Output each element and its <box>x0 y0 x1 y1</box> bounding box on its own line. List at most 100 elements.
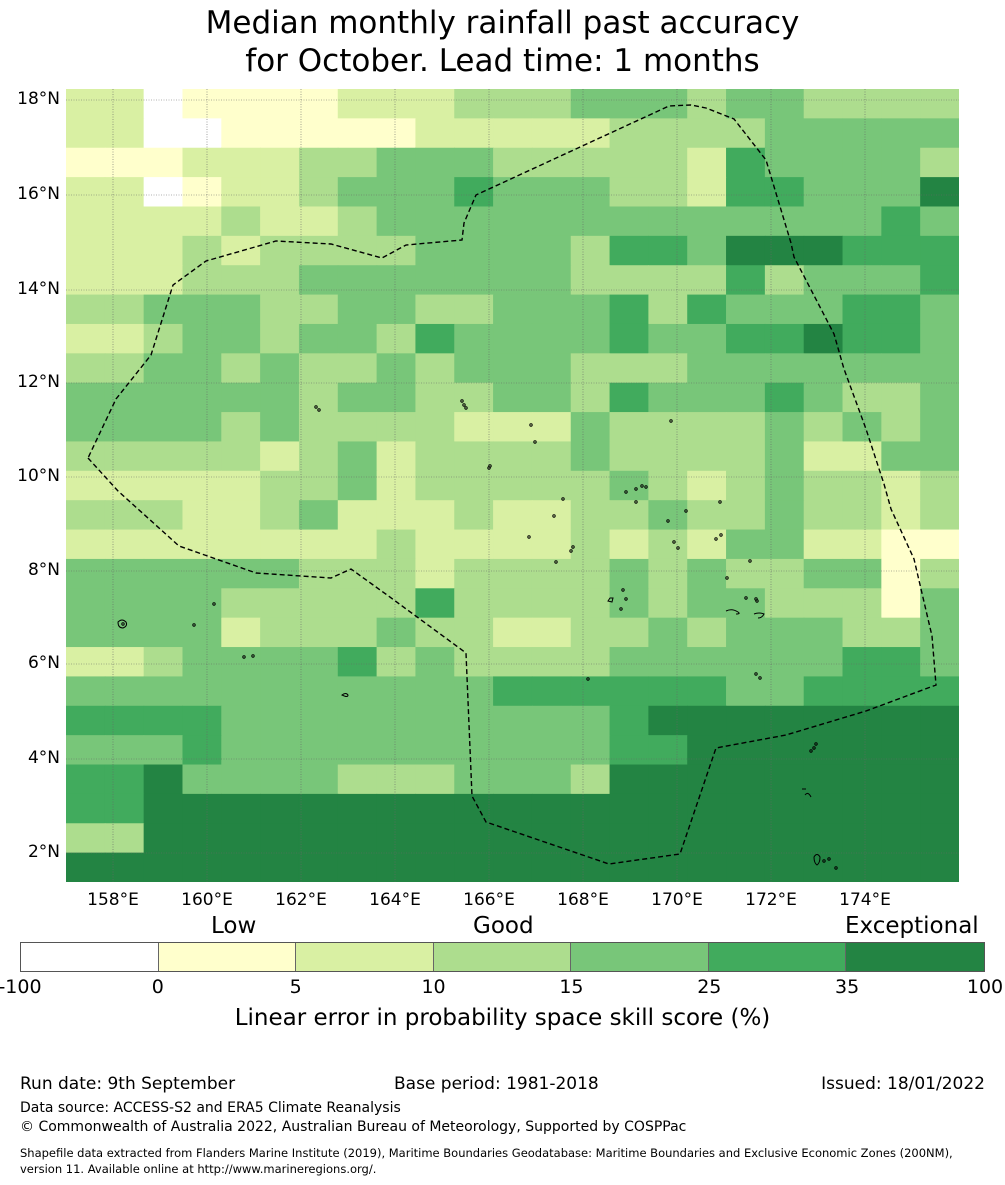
grid-cell <box>454 118 494 149</box>
grid-cell <box>570 177 611 208</box>
grid-cell <box>803 235 844 266</box>
colorbar-segment <box>708 943 847 971</box>
grid-cell <box>764 382 805 413</box>
grid-cell <box>66 89 106 119</box>
grid-cell <box>570 353 611 384</box>
grid-cell <box>415 558 455 589</box>
grid-cell <box>493 647 533 678</box>
grid-cell <box>842 412 882 443</box>
grid-cell <box>920 823 959 854</box>
grid-cell <box>221 353 261 384</box>
grid-cell <box>221 500 261 531</box>
island-outline <box>802 788 812 798</box>
grid-cell <box>221 529 261 560</box>
grid-cell <box>764 177 805 208</box>
grid-cell <box>298 793 339 824</box>
grid-cell <box>648 470 688 501</box>
grid-cell <box>298 147 339 178</box>
grid-cell <box>726 793 766 824</box>
grid-cell <box>726 206 766 237</box>
grid-cell <box>726 852 766 882</box>
grid-cell <box>920 89 959 119</box>
grid-cell <box>337 323 378 354</box>
grid-cell <box>221 412 261 443</box>
grid-cell <box>803 206 844 237</box>
island-outline <box>814 742 818 746</box>
grid-cell <box>687 764 727 795</box>
grid-cell <box>803 177 844 208</box>
grid-cell <box>182 617 222 648</box>
grid-cell <box>493 441 533 472</box>
grid-cell <box>764 441 805 472</box>
run-date: Run date: 9th September <box>20 1074 236 1094</box>
grid-cell <box>298 118 339 149</box>
grid-cell <box>415 265 455 296</box>
grid-cell <box>298 705 339 736</box>
grid-cell <box>493 617 533 648</box>
grid-cell <box>493 235 533 266</box>
grid-cell <box>143 852 184 882</box>
grid-cell <box>143 206 184 237</box>
grid-cell <box>609 294 649 325</box>
grid-cell <box>182 353 222 384</box>
shapefile-credit-line-2: version 11. Available online at http://w… <box>20 1162 377 1176</box>
grid-cell <box>570 500 611 531</box>
grid-cell <box>842 705 882 736</box>
grid-cell <box>337 705 378 736</box>
grid-cell <box>648 412 688 443</box>
grid-cell <box>920 852 959 882</box>
grid-cell <box>182 793 222 824</box>
grid-cell <box>531 529 572 560</box>
grid-cell <box>454 412 494 443</box>
grid-cell <box>570 206 611 237</box>
grid-cell <box>260 441 300 472</box>
grid-cell <box>143 705 184 736</box>
grid-cell <box>764 147 805 178</box>
grid-cell <box>454 588 494 619</box>
grid-cell <box>454 441 494 472</box>
island-outline <box>624 490 628 494</box>
grid-cell <box>570 294 611 325</box>
grid-cell <box>376 676 417 707</box>
grid-cell <box>221 206 261 237</box>
grid-cell <box>764 353 805 384</box>
grid-cell <box>881 177 921 208</box>
grid-cell <box>881 118 921 149</box>
grid-cell <box>376 705 417 736</box>
grid-cell <box>687 558 727 589</box>
grid-cell <box>764 764 805 795</box>
grid-cell <box>570 470 611 501</box>
grid-cell <box>493 588 533 619</box>
grid-cell <box>66 793 106 824</box>
grid-cell <box>182 500 222 531</box>
longitude-tick-label: 164°E <box>369 890 421 910</box>
grid-cell <box>687 382 727 413</box>
grid-cell <box>221 382 261 413</box>
grid-cell <box>881 823 921 854</box>
grid-cell <box>531 764 572 795</box>
grid-cell <box>648 441 688 472</box>
grid-cell <box>143 676 184 707</box>
grid-cell <box>687 235 727 266</box>
grid-cell <box>182 588 222 619</box>
grid-cell <box>803 353 844 384</box>
grid-cell <box>221 705 261 736</box>
grid-cell <box>454 206 494 237</box>
grid-cell <box>881 852 921 882</box>
grid-cell <box>726 823 766 854</box>
colorbar-segment <box>158 943 297 971</box>
grid-cell <box>687 353 727 384</box>
grid-cell <box>531 265 572 296</box>
grid-cell <box>454 323 494 354</box>
grid-cell <box>104 147 145 178</box>
grid-cell <box>803 823 844 854</box>
grid-cell <box>454 147 494 178</box>
grid-cell <box>454 235 494 266</box>
island-outline <box>758 676 762 680</box>
grid-cell <box>221 294 261 325</box>
grid-cell <box>648 265 688 296</box>
grid-cell <box>609 823 649 854</box>
grid-cell <box>143 412 184 443</box>
grid-cell <box>687 470 727 501</box>
island-outline <box>684 509 688 513</box>
